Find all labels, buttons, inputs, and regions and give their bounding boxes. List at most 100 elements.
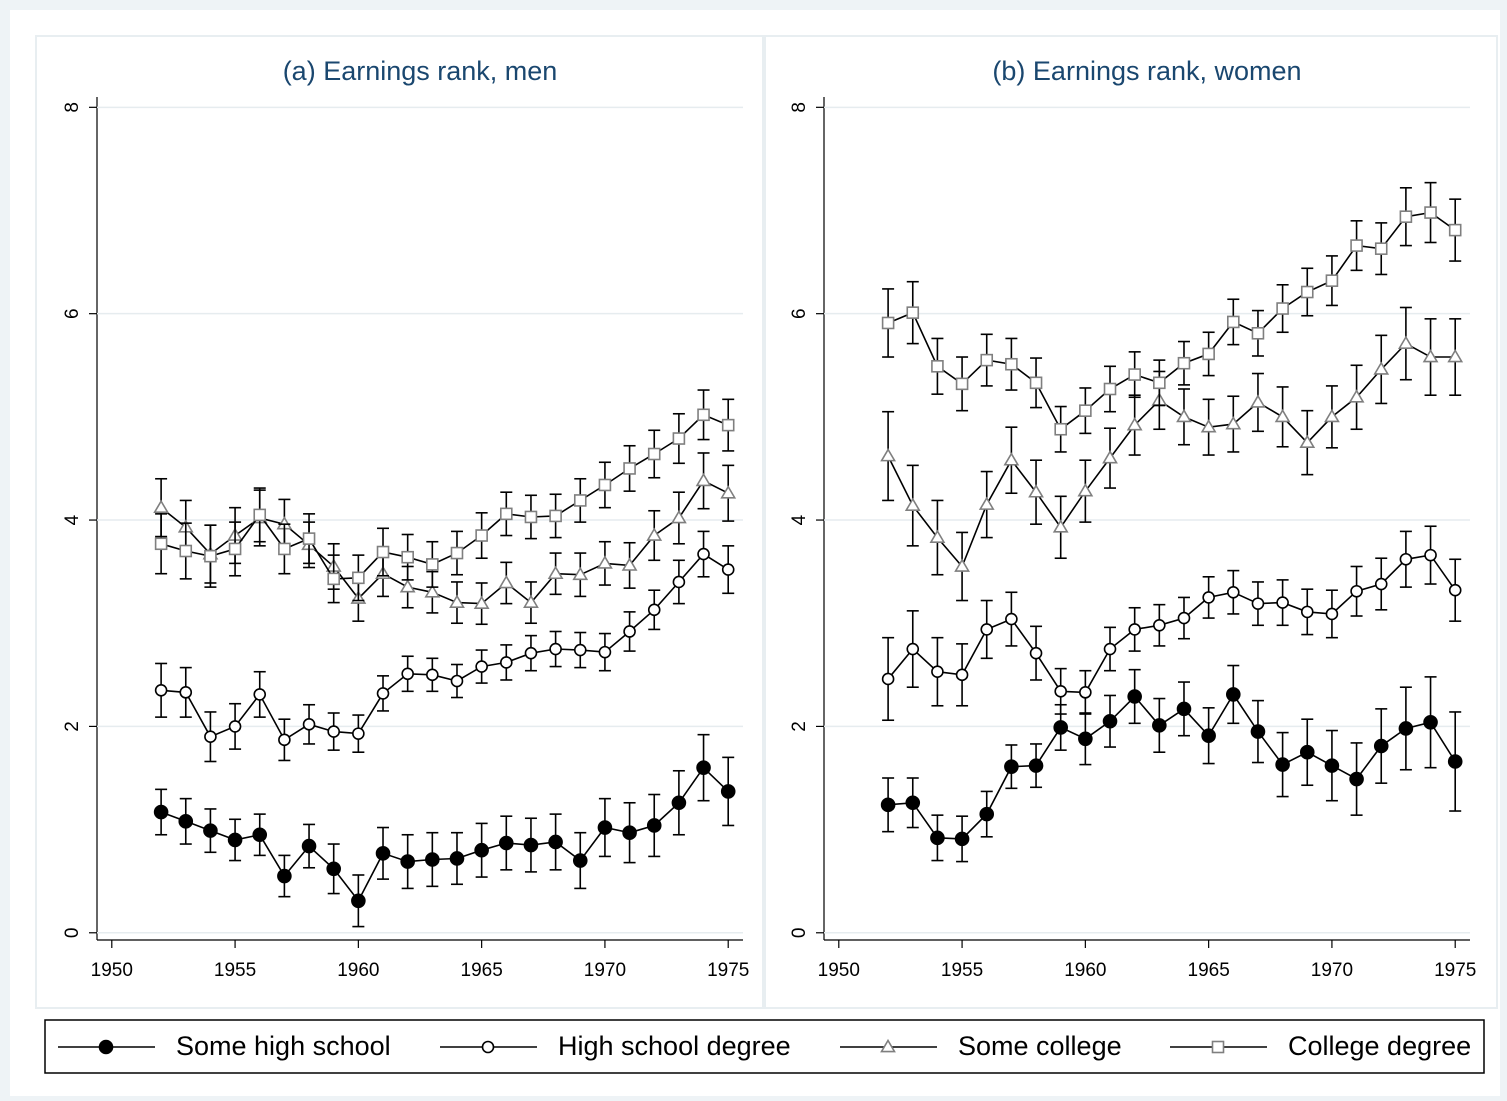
chart-title: (a) Earnings rank, men [283, 56, 558, 86]
marker [720, 784, 736, 799]
marker [203, 823, 218, 838]
marker [880, 797, 896, 813]
marker [474, 842, 489, 858]
marker [278, 733, 291, 747]
marker [1029, 376, 1043, 390]
y-tick-label: 8 [789, 102, 810, 113]
marker [1275, 757, 1290, 772]
y-tick-label: 0 [789, 927, 810, 938]
marker [426, 558, 439, 571]
marker [1054, 422, 1068, 436]
marker [978, 496, 995, 510]
marker [253, 688, 267, 701]
marker [598, 645, 612, 659]
marker [695, 472, 712, 487]
marker [401, 667, 414, 681]
marker [572, 853, 588, 868]
marker [499, 507, 513, 521]
marker [1152, 718, 1167, 733]
legend-label: Some college [958, 1031, 1122, 1061]
marker [905, 795, 921, 811]
marker [1397, 335, 1414, 349]
marker [672, 575, 686, 589]
marker [1398, 721, 1414, 736]
marker [670, 509, 687, 524]
marker [1005, 612, 1018, 626]
marker [1052, 519, 1069, 533]
marker [1079, 686, 1092, 699]
marker [1177, 356, 1191, 370]
marker [720, 485, 737, 499]
marker [154, 683, 168, 697]
marker [1300, 605, 1314, 619]
marker [548, 834, 563, 850]
marker [376, 545, 390, 559]
marker [955, 668, 969, 682]
marker [880, 447, 897, 462]
x-tick-label: 1965 [1188, 960, 1230, 981]
marker [204, 730, 217, 744]
marker [375, 846, 391, 861]
marker [449, 594, 465, 608]
marker [1300, 285, 1314, 299]
marker [450, 674, 464, 688]
marker [1153, 376, 1166, 390]
marker [1299, 434, 1316, 449]
marker [573, 643, 587, 657]
marker [721, 563, 735, 576]
marker [1102, 450, 1118, 464]
marker [154, 537, 168, 551]
marker [931, 360, 944, 373]
x-tick-label: 1970 [1311, 960, 1353, 981]
marker [1250, 724, 1266, 739]
y-tick-label: 6 [789, 308, 810, 319]
marker [399, 579, 416, 593]
marker [227, 832, 243, 848]
marker [1103, 642, 1117, 656]
marker [352, 571, 365, 585]
marker [979, 806, 995, 822]
marker [252, 827, 268, 843]
marker [931, 665, 944, 679]
marker [549, 509, 562, 523]
marker [449, 851, 465, 866]
marker [1028, 758, 1044, 773]
marker [1325, 607, 1339, 621]
marker [499, 656, 513, 669]
marker [1176, 701, 1192, 717]
marker [278, 542, 291, 556]
marker [955, 377, 969, 391]
marker [1201, 728, 1216, 743]
marker [1325, 274, 1339, 287]
marker [1200, 419, 1217, 433]
marker [1448, 583, 1462, 597]
y-tick-label: 2 [789, 721, 810, 732]
marker [400, 854, 415, 869]
marker [1226, 585, 1240, 599]
marker [1078, 731, 1093, 747]
marker [1350, 239, 1363, 252]
marker [523, 594, 539, 608]
x-tick-label: 1960 [337, 960, 379, 981]
marker [1373, 361, 1390, 375]
marker [697, 408, 710, 422]
marker [646, 527, 663, 541]
marker [598, 478, 612, 492]
marker [302, 532, 316, 545]
marker [1176, 408, 1192, 423]
marker [301, 838, 317, 854]
marker [696, 760, 711, 775]
marker [1103, 382, 1117, 396]
marker [327, 725, 341, 738]
marker [906, 306, 920, 319]
y-tick-label: 4 [789, 514, 810, 525]
marker [1079, 404, 1092, 417]
y-tick-label: 6 [62, 308, 83, 319]
marker [1226, 315, 1240, 329]
marker [1005, 357, 1018, 371]
marker [1350, 584, 1363, 598]
marker [904, 497, 921, 511]
marker [277, 868, 292, 884]
marker [881, 316, 895, 330]
